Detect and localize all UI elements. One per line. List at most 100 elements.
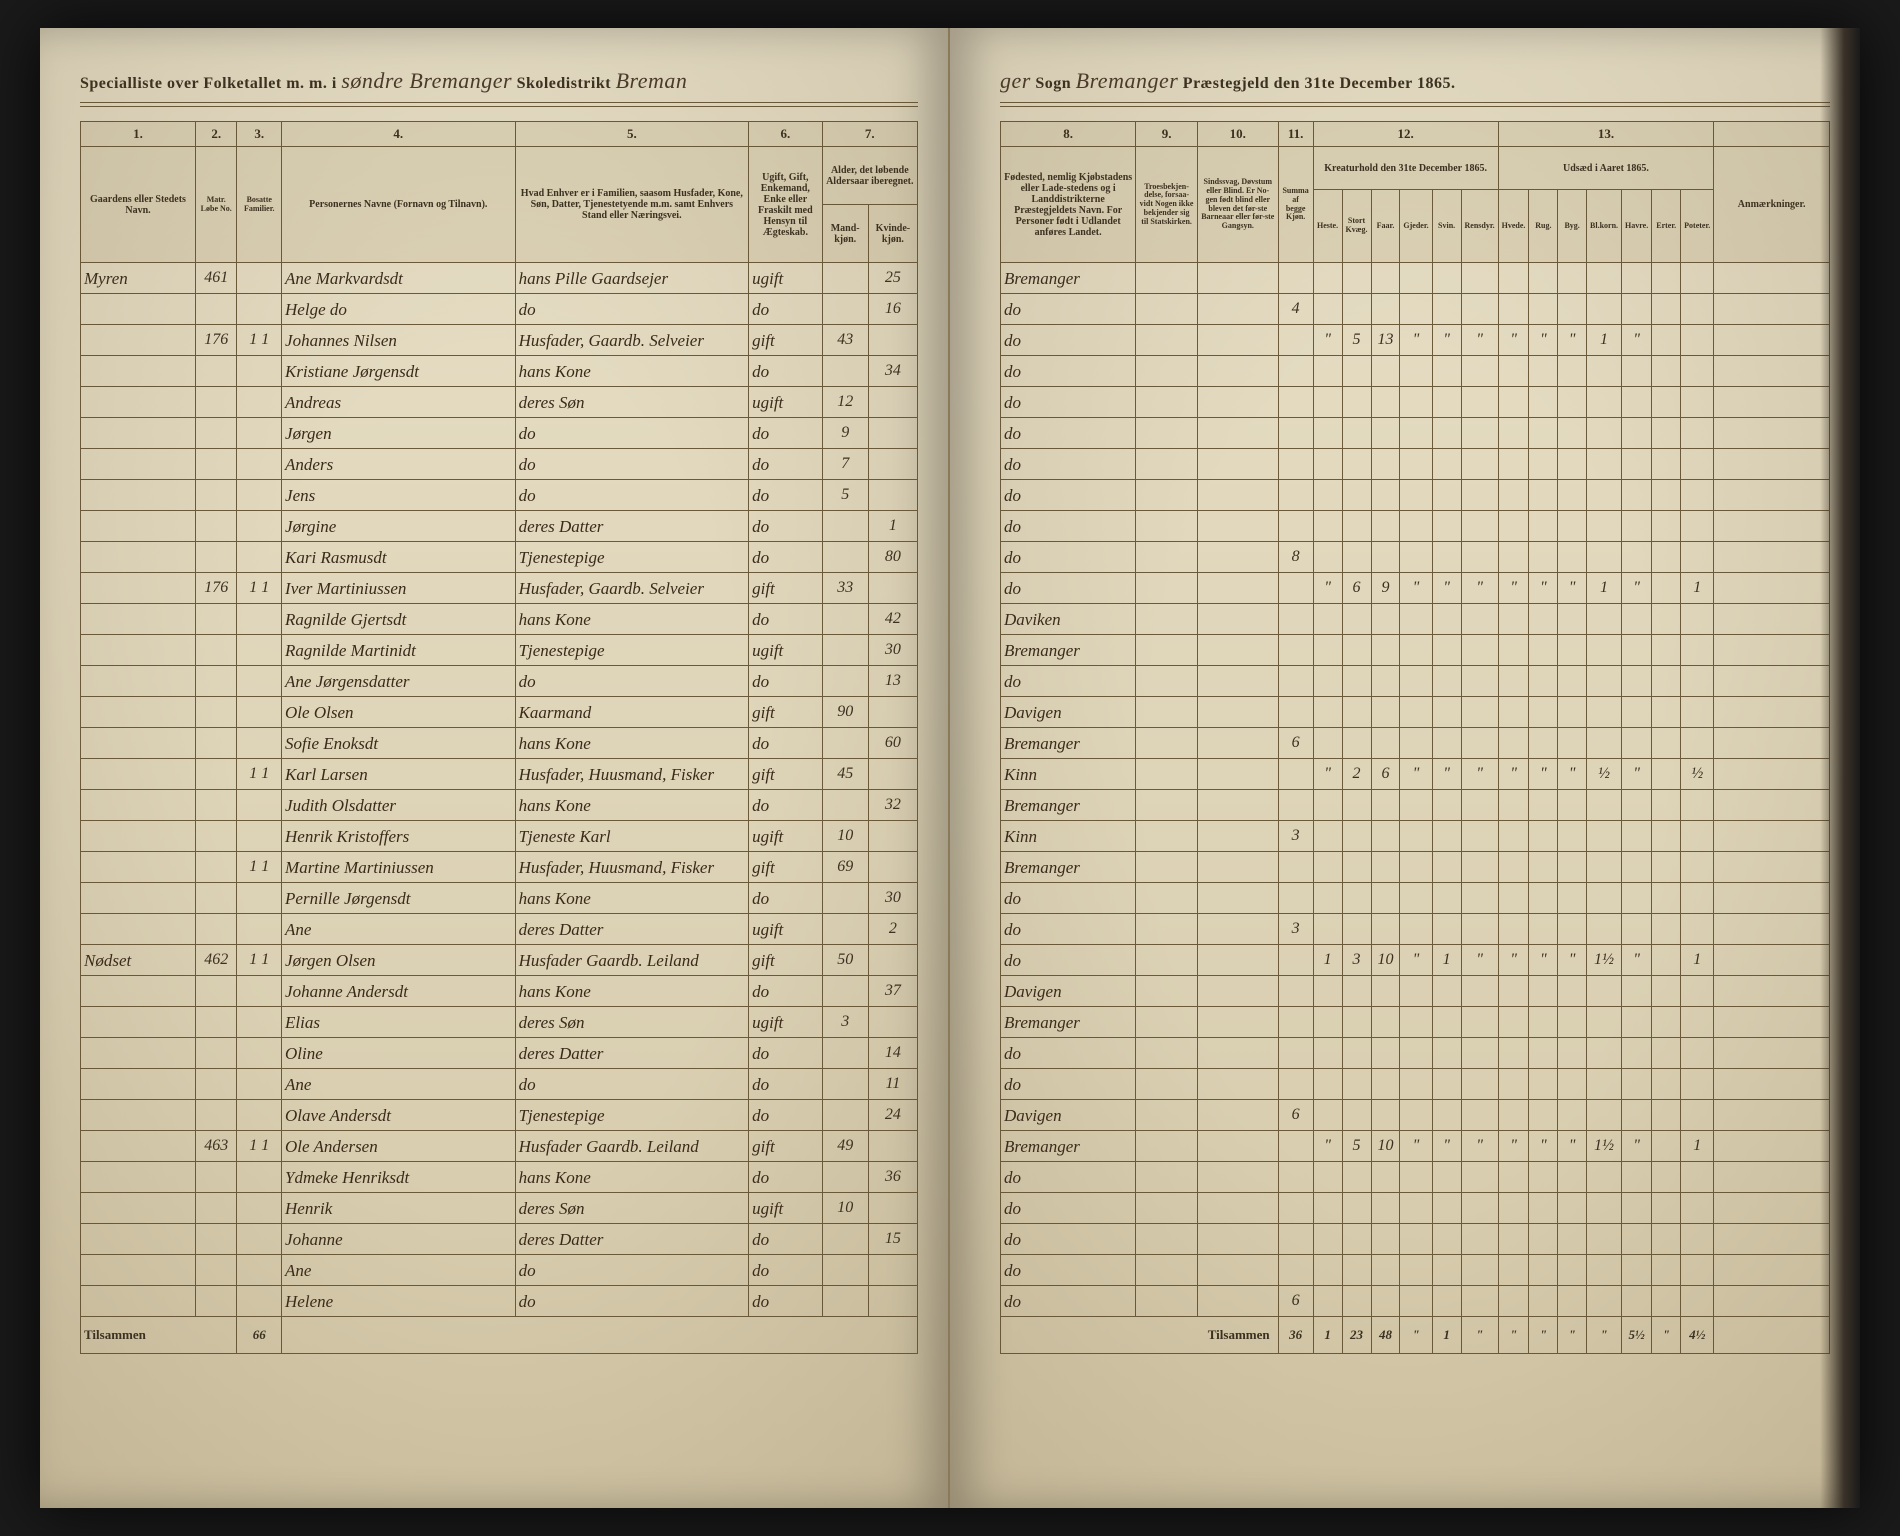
- cell-livestock-0: [1313, 1193, 1342, 1224]
- col-header-fam: Bosatte Familier.: [237, 147, 282, 263]
- table-row: do: [1001, 1193, 1830, 1224]
- cell-name: Ane: [282, 1069, 516, 1100]
- footer-total-12: ": [1652, 1317, 1681, 1354]
- cell-seed-3: [1587, 1038, 1622, 1069]
- cell-livestock-1: [1342, 852, 1371, 883]
- cell-remarks: [1714, 1162, 1830, 1193]
- cell-seed-3: [1587, 666, 1622, 697]
- cell-mno: [195, 852, 236, 883]
- cell-livestock-1: [1342, 666, 1371, 697]
- cell-rel: Tjenestepige: [515, 542, 749, 573]
- cell-seed-4: [1622, 1069, 1652, 1100]
- cell-seed-6: [1681, 1193, 1714, 1224]
- cell-livestock-3: [1400, 821, 1432, 852]
- cell-seed-6: [1681, 1038, 1714, 1069]
- cell-livestock-4: [1432, 1255, 1461, 1286]
- cell-farm: [81, 914, 196, 945]
- cell-livestock-3: [1400, 356, 1432, 387]
- cell-seed-3: [1587, 852, 1622, 883]
- footer-total-7: ": [1498, 1317, 1529, 1354]
- cell-seed-2: [1558, 852, 1587, 883]
- table-row: Daviken: [1001, 604, 1830, 635]
- cell-seed-0: [1498, 542, 1529, 573]
- cell-livestock-2: [1371, 852, 1400, 883]
- cell-disability: [1197, 666, 1278, 697]
- table-row: do"69""""""1"1: [1001, 573, 1830, 604]
- cell-religion: [1136, 294, 1198, 325]
- cell-seed-1: [1529, 511, 1558, 542]
- cell-m: [822, 294, 868, 325]
- cell-birthplace: do: [1001, 1069, 1136, 1100]
- cell-mno: [195, 976, 236, 1007]
- cell-disability: [1197, 883, 1278, 914]
- header-prestegjeld: Bremanger: [1076, 68, 1179, 93]
- cell-remarks: [1714, 387, 1830, 418]
- cell-seed-4: [1622, 1255, 1652, 1286]
- header-rule: [80, 102, 918, 107]
- cell-stat: gift: [749, 325, 822, 356]
- cell-sum: [1278, 635, 1313, 666]
- cell-remarks: [1714, 418, 1830, 449]
- cell-name: Jørgine: [282, 511, 516, 542]
- cell-stat: do: [749, 1286, 822, 1317]
- cell-seed-0: [1498, 1038, 1529, 1069]
- cell-seed-5: [1652, 883, 1681, 914]
- cell-name: Helge do: [282, 294, 516, 325]
- cell-seed-5: [1652, 1224, 1681, 1255]
- cell-seed-1: ": [1529, 945, 1558, 976]
- cell-livestock-4: [1432, 604, 1461, 635]
- cell-name: Ane: [282, 1255, 516, 1286]
- table-row: Johannederes Datterdo15: [81, 1224, 918, 1255]
- cell-livestock-4: ": [1432, 1131, 1461, 1162]
- cell-name: Elias: [282, 1007, 516, 1038]
- cell-sum: [1278, 263, 1313, 294]
- cell-religion: [1136, 697, 1198, 728]
- cell-sum: [1278, 1007, 1313, 1038]
- cell-seed-1: [1529, 821, 1558, 852]
- cell-seed-3: [1587, 418, 1622, 449]
- cell-remarks: [1714, 697, 1830, 728]
- cell-livestock-5: ": [1461, 945, 1498, 976]
- cell-seed-2: [1558, 294, 1587, 325]
- left-page: Specialliste over Folketallet m. m. i sø…: [40, 28, 950, 1508]
- cell-disability: [1197, 356, 1278, 387]
- cell-stat: do: [749, 294, 822, 325]
- cell-livestock-5: [1461, 883, 1498, 914]
- colnum-5: 5.: [515, 122, 749, 147]
- cell-livestock-3: ": [1400, 573, 1432, 604]
- cell-mno: [195, 294, 236, 325]
- cell-remarks: [1714, 1131, 1830, 1162]
- cell-livestock-3: [1400, 1224, 1432, 1255]
- cell-seed-5: [1652, 945, 1681, 976]
- cell-disability: [1197, 1255, 1278, 1286]
- cell-farm: [81, 1286, 196, 1317]
- cell-seed-4: [1622, 852, 1652, 883]
- cell-seed-5: [1652, 387, 1681, 418]
- cell-livestock-3: [1400, 263, 1432, 294]
- cell-livestock-3: [1400, 1038, 1432, 1069]
- col-sub-seed-0: Hvede.: [1498, 190, 1529, 263]
- table-row: Bremanger"510""""""1½"1: [1001, 1131, 1830, 1162]
- cell-fam: [237, 263, 282, 294]
- cell-seed-6: [1681, 1100, 1714, 1131]
- cell-disability: [1197, 325, 1278, 356]
- cell-remarks: [1714, 728, 1830, 759]
- cell-livestock-1: [1342, 356, 1371, 387]
- census-table-right: 8. 9. 10. 11. 12. 13. Fødested, nemlig K…: [1000, 121, 1830, 1354]
- cell-livestock-0: [1313, 604, 1342, 635]
- cell-k: 24: [868, 1100, 917, 1131]
- footer-blank-left: [282, 1317, 918, 1354]
- cell-birthplace: Kinn: [1001, 821, 1136, 852]
- cell-livestock-2: [1371, 914, 1400, 945]
- col-sub-livestock-4: Svin.: [1432, 190, 1461, 263]
- cell-disability: [1197, 1038, 1278, 1069]
- cell-seed-0: [1498, 356, 1529, 387]
- cell-disability: [1197, 1007, 1278, 1038]
- table-row: do: [1001, 883, 1830, 914]
- cell-rel: do: [515, 418, 749, 449]
- cell-stat: do: [749, 728, 822, 759]
- cell-livestock-1: [1342, 1255, 1371, 1286]
- cell-k: [868, 1193, 917, 1224]
- cell-livestock-2: 9: [1371, 573, 1400, 604]
- colnum-3: 3.: [237, 122, 282, 147]
